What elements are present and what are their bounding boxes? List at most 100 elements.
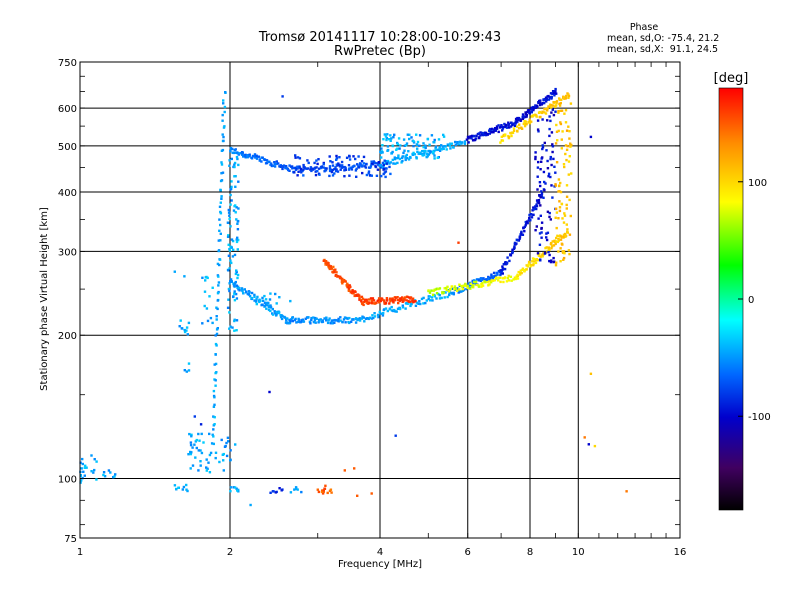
echo-point xyxy=(227,243,230,246)
echo-point xyxy=(569,142,572,145)
echo-point xyxy=(337,317,340,321)
echo-point xyxy=(454,287,458,290)
echo-point xyxy=(461,287,464,291)
echo-point xyxy=(214,379,217,382)
echo-point xyxy=(538,110,541,114)
echo-point xyxy=(544,182,547,185)
echo-point xyxy=(338,276,342,280)
echo-point xyxy=(563,96,566,99)
echo-point xyxy=(519,271,522,275)
echo-point xyxy=(360,160,364,163)
echo-point xyxy=(514,120,517,123)
echo-point xyxy=(518,235,521,238)
echo-point xyxy=(220,438,223,442)
echo-point xyxy=(199,423,203,426)
echo-point xyxy=(443,296,446,299)
echo-point xyxy=(560,242,564,245)
echo-point xyxy=(206,467,209,470)
echo-point xyxy=(565,94,568,98)
echo-point xyxy=(397,154,400,157)
echo-point xyxy=(370,174,373,177)
echo-point xyxy=(550,259,553,262)
echo-point xyxy=(557,129,560,133)
echo-point xyxy=(554,240,557,243)
echo-point xyxy=(273,162,277,166)
echo-point xyxy=(392,162,395,165)
echo-point xyxy=(229,278,233,281)
echo-point xyxy=(555,100,559,103)
echo-point xyxy=(343,165,346,169)
echo-point xyxy=(368,301,371,305)
echo-point xyxy=(265,307,268,310)
echo-point xyxy=(322,163,325,166)
echo-point xyxy=(435,287,439,290)
echo-point xyxy=(534,114,538,117)
echo-point xyxy=(449,147,452,150)
echo-point xyxy=(443,145,446,148)
echo-point xyxy=(484,278,488,281)
echo-point xyxy=(401,159,404,163)
echo-point xyxy=(247,293,251,296)
echo-point xyxy=(496,273,499,276)
echo-point xyxy=(377,162,380,165)
echo-point xyxy=(477,279,481,282)
echo-point xyxy=(524,120,528,123)
echo-point xyxy=(396,298,399,302)
echo-point xyxy=(377,297,381,300)
echo-point xyxy=(229,188,232,191)
echo-point xyxy=(460,290,463,293)
echo-point xyxy=(543,101,546,105)
echo-point xyxy=(205,458,208,461)
echo-point xyxy=(255,154,258,157)
echo-point xyxy=(391,158,394,162)
echo-point xyxy=(300,171,303,174)
echo-point xyxy=(555,226,558,230)
echo-point xyxy=(497,124,500,127)
echo-point xyxy=(386,133,389,136)
echo-point xyxy=(529,265,532,268)
echo-point xyxy=(502,263,505,266)
echo-point xyxy=(81,462,84,466)
echo-point xyxy=(523,120,526,123)
echo-point xyxy=(354,321,358,324)
echo-point xyxy=(328,317,331,320)
echo-point xyxy=(324,169,327,172)
echo-point xyxy=(511,248,514,251)
echo-point xyxy=(284,165,288,168)
echo-point xyxy=(507,121,510,124)
echo-point xyxy=(315,166,318,169)
echo-point xyxy=(370,160,373,163)
echo-point xyxy=(515,242,518,245)
echo-point xyxy=(288,321,292,325)
echo-point xyxy=(541,147,544,151)
echo-point xyxy=(255,299,258,303)
echo-point xyxy=(322,166,325,169)
echo-point xyxy=(318,320,321,323)
echo-point xyxy=(515,275,518,278)
echo-point xyxy=(523,225,526,229)
echo-point xyxy=(341,280,345,283)
echo-point xyxy=(463,140,467,143)
echo-point xyxy=(570,143,573,147)
echo-point xyxy=(267,308,271,312)
echo-point xyxy=(236,228,240,231)
echo-point xyxy=(546,231,550,234)
echo-point xyxy=(447,290,451,293)
echo-point xyxy=(568,137,571,140)
echo-point xyxy=(332,265,335,269)
echo-point xyxy=(351,292,355,295)
echo-point xyxy=(236,219,240,223)
echo-point xyxy=(240,153,244,156)
echo-point xyxy=(523,269,526,273)
echo-point xyxy=(352,165,355,168)
echo-point xyxy=(320,490,324,494)
echo-point xyxy=(316,169,319,173)
echo-point xyxy=(410,136,413,139)
echo-point xyxy=(516,130,519,133)
echo-point xyxy=(513,241,517,245)
x-tick-label: 6 xyxy=(465,547,471,558)
echo-point xyxy=(337,275,340,278)
echo-point xyxy=(255,157,259,160)
echo-point xyxy=(185,483,188,487)
echo-point xyxy=(467,282,471,285)
